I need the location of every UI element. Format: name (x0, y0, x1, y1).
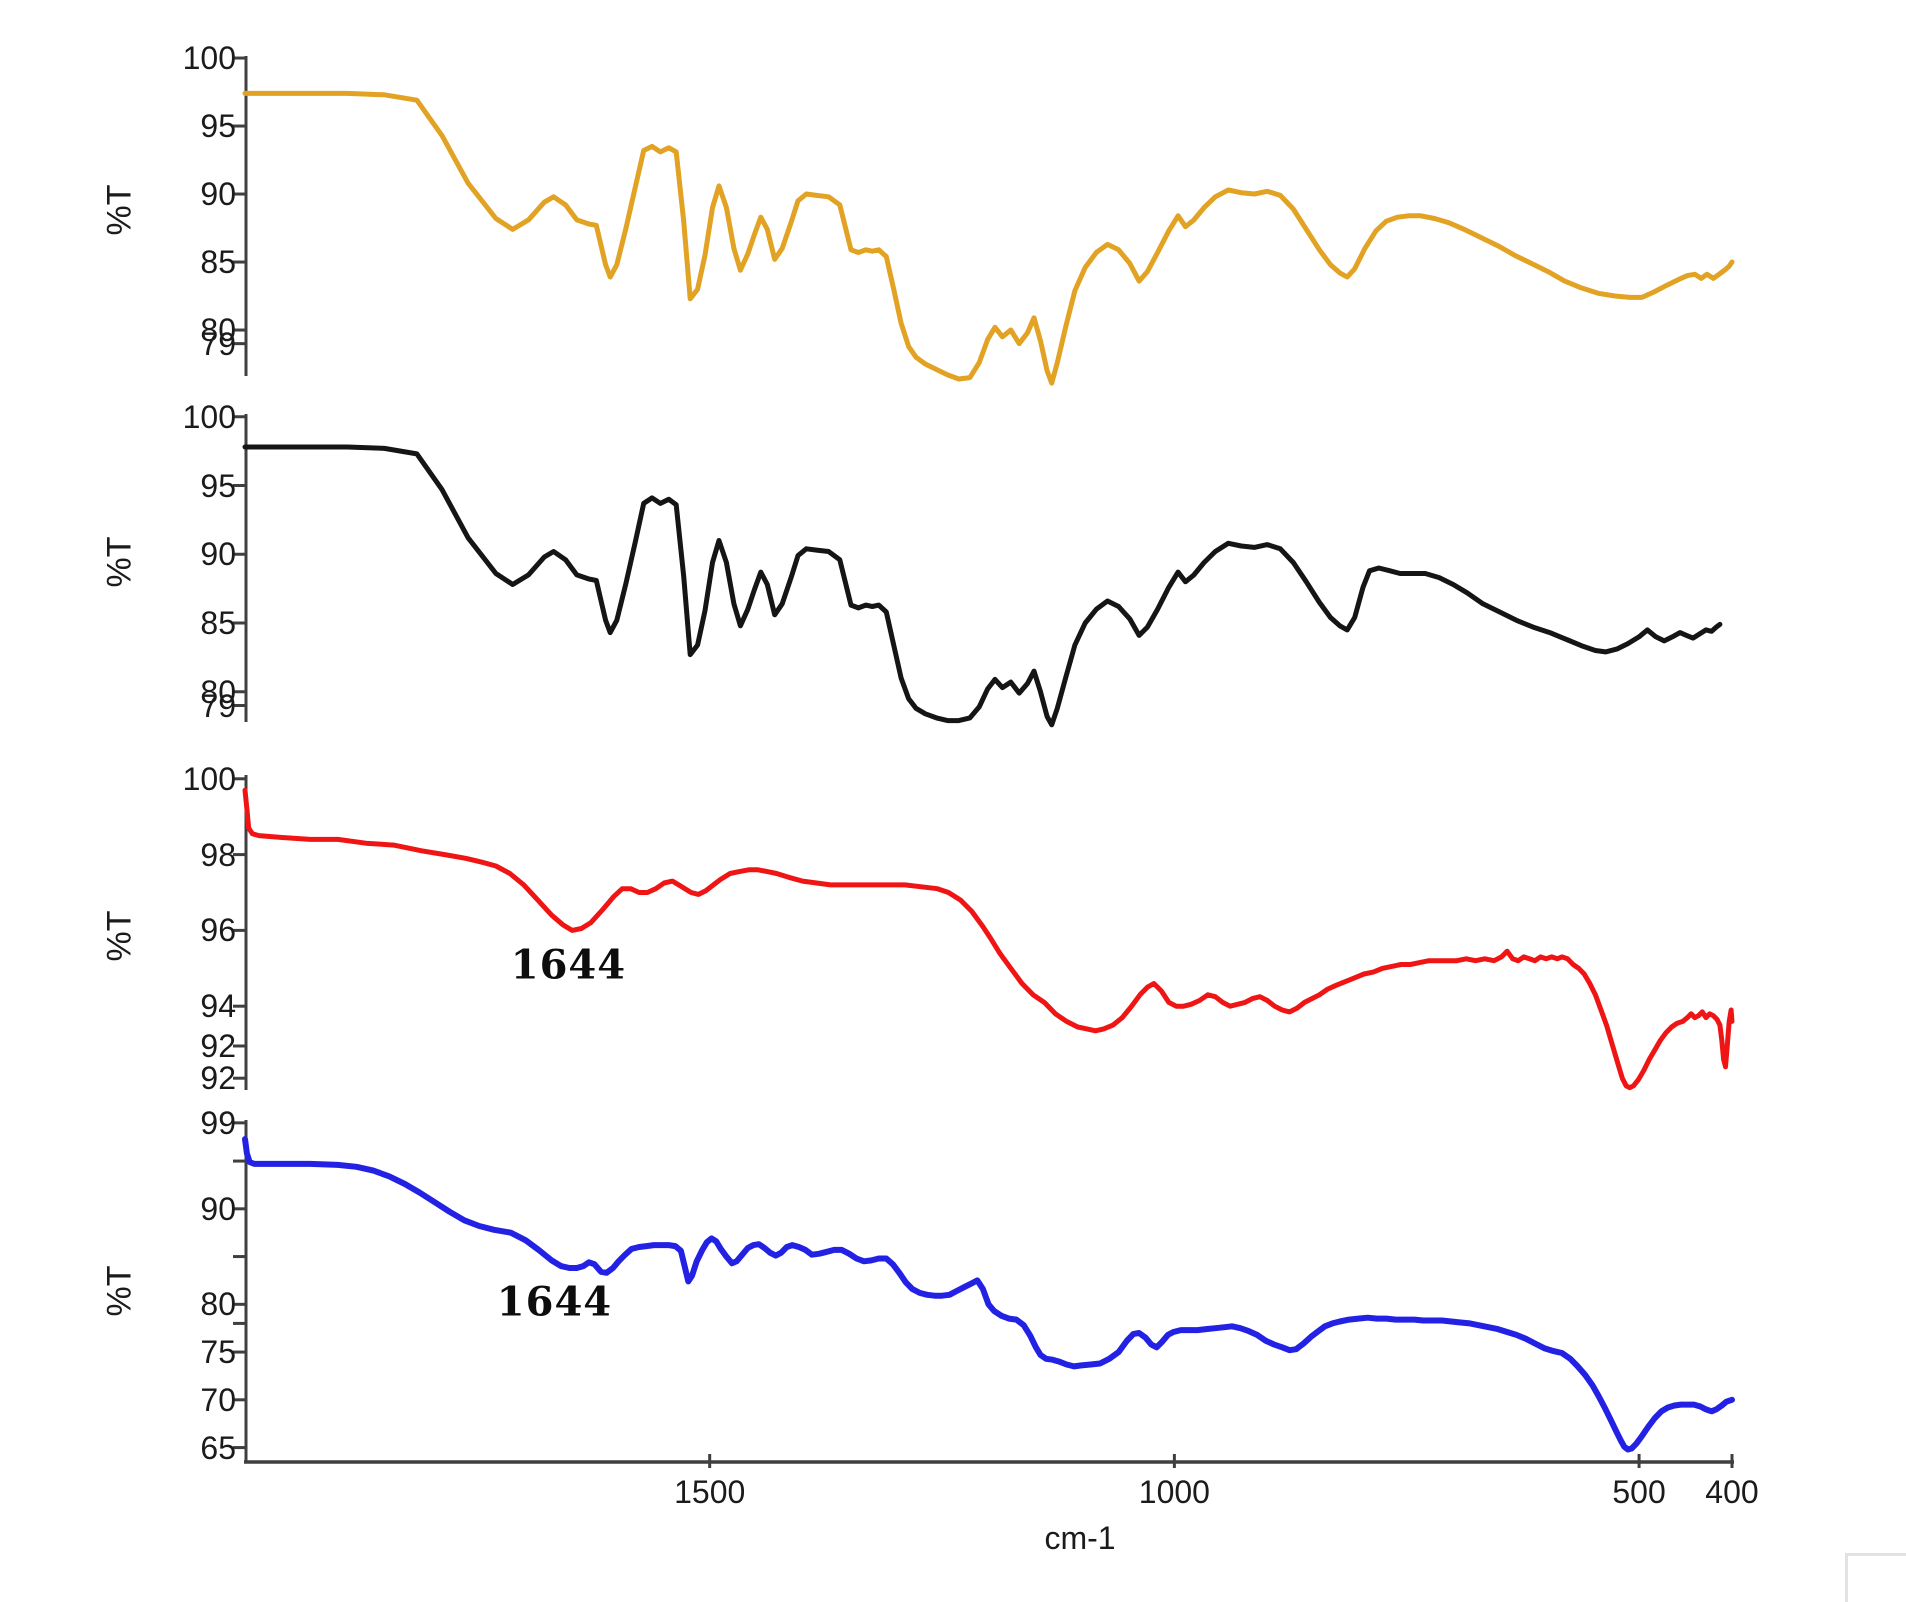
y-tick-label: 79 (200, 325, 236, 362)
y-tick-label: 98 (200, 836, 236, 873)
y-tick-label: 95 (200, 108, 236, 145)
y-tick-label: 80 (200, 673, 236, 710)
y-tick-label: 85 (200, 605, 236, 641)
curve-spectrum-black (242, 444, 1723, 728)
x-tick-label: 1000 (1138, 1474, 1210, 1510)
y-tick-label: 90 (200, 176, 236, 213)
y-tick-label: 70 (200, 1381, 236, 1418)
y-tick-label: 92 (200, 1027, 236, 1064)
y-axis-title-panel3: %T (100, 910, 139, 962)
y-tick-label: 100 (182, 40, 236, 77)
x-axis-title: cm-1 (1044, 1520, 1116, 1556)
y-tick-label: 92 (200, 1060, 236, 1097)
y-tick-label: 80 (200, 312, 236, 349)
curve-spectrum-blue (242, 1136, 1735, 1453)
peak-annotation-blue: 1644 (496, 1278, 613, 1326)
y-tick-label: 96 (200, 912, 236, 949)
y-tick-label: 100 (182, 760, 236, 797)
x-tick-label: 1500 (674, 1474, 746, 1510)
curve-spectrum-red (242, 787, 1735, 1091)
x-tick-label: 500 (1612, 1474, 1666, 1510)
y-axis-title-panel2: %T (100, 536, 139, 588)
y-tick-label: 90 (200, 1190, 236, 1227)
y-tick-label: 94 (200, 988, 236, 1025)
y-tick-label: 85 (200, 244, 236, 281)
y-axis-title-panel1: %T (100, 184, 139, 236)
y-tick-label: 100 (182, 398, 236, 435)
y-tick-label: 90 (200, 536, 236, 573)
corner-artifact (1845, 1553, 1906, 1602)
y-tick-label: 79 (200, 687, 236, 724)
y-tick-label: 65 (200, 1429, 236, 1466)
y-tick-label: 99 (200, 1104, 236, 1141)
y-tick-label: 75 (200, 1334, 236, 1371)
y-tick-label: 80 (200, 1286, 236, 1323)
x-tick-label: 400 (1705, 1474, 1759, 1510)
curve-spectrum-orange (242, 90, 1735, 386)
y-tick-label: 95 (200, 467, 236, 504)
y-axis-title-panel4: %T (100, 1265, 139, 1317)
peak-annotation-red: 1644 (510, 941, 627, 988)
